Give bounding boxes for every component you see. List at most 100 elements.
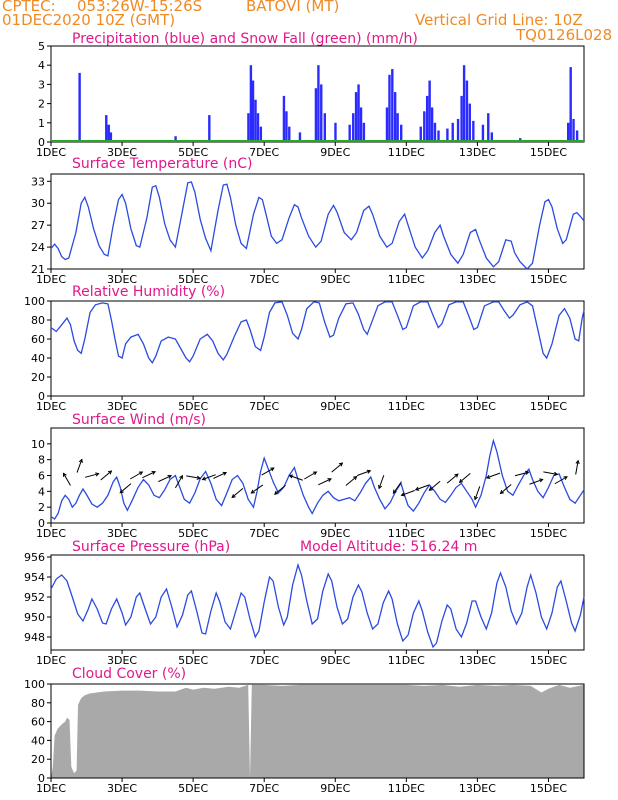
pressure-line [50,562,585,649]
wind-arrow [304,471,318,480]
precip-bar [107,124,110,142]
cloud-panel: Cloud Cover (%) 0 20 40 60 80 100 1DEC 3DEC 5DEC 7… [24,666,585,795]
precip-ytick-label: 0 [38,136,45,149]
pressure-ytick-label: 952 [24,591,45,604]
wind-xtick-label: 5DEC [178,527,208,540]
pressure-xtick-label: 5DEC [178,654,208,667]
precip-bar [247,113,250,142]
cloud-ytick-label: 0 [38,772,45,785]
precip-xtick-label: 11DEC [388,146,425,159]
temp-xtick-label: 9DEC [320,273,350,286]
precip-bar [423,111,426,142]
pressure-annotation: Model Altitude: 516.24 m [300,539,477,555]
temp-line [50,181,585,270]
wind-ytick-label: 2 [38,501,45,514]
precip-bar [285,111,288,142]
precip-bar [357,84,360,142]
precip-bar [462,65,466,142]
rh-line [50,301,585,365]
precip-bar [419,126,422,142]
precip-bar [317,65,320,142]
pressure-xtick-label: 3DEC [107,654,137,667]
cloud-ytick-label: 60 [31,716,45,729]
temp-xtick-label: 3DEC [107,273,137,286]
precip-bar [105,115,108,142]
precip-bar [400,124,403,142]
precip-bar [298,132,302,142]
cloud-title: Cloud Cover (%) [72,666,186,682]
cloud-xtick-label: 7DEC [249,782,279,795]
wind-arrow [62,472,71,486]
pressure-xtick-label: 1DEC [36,654,66,667]
wind-ytick-label: 0 [38,517,45,530]
precip-bar [393,92,397,142]
temp-xtick-label: 5DEC [178,273,208,286]
wind-title: Surface Wind (m/s) [72,412,206,428]
temp-xtick-label: 15DEC [530,273,567,286]
precip-bar [481,124,485,142]
wind-arrow [575,459,580,475]
wind-arrow [76,458,83,473]
precip-ytick-label: 5 [38,40,45,53]
cloud-area [51,684,584,778]
temp-title: Surface Temperature (nC) [72,156,253,172]
cloud-xtick-label: 5DEC [178,782,208,795]
temp-xtick-label: 13DEC [459,273,496,286]
rh-xtick-label: 5DEC [178,400,208,413]
rh-xtick-label: 13DEC [459,400,496,413]
pressure-ytick-label: 954 [24,571,45,584]
precip-bar [208,115,211,142]
wind-arrow [392,481,402,494]
wind-arrow [174,474,183,489]
wind-arrow [356,469,372,476]
cloud-xtick-label: 9DEC [320,782,350,795]
wind-arrow [446,473,459,484]
precip-ytick-label: 4 [38,59,45,72]
precip-bar [249,65,253,142]
precip-bar [320,84,323,142]
grid-line-note: Vertical Grid Line: 10Z [415,11,583,29]
rh-xtick-label: 1DEC [36,400,66,413]
cloud-ytick-label: 40 [31,734,45,747]
precip-bar [460,95,463,142]
cloud-ytick-label: 80 [31,697,45,710]
wind-arrow [158,474,172,483]
precip-title: Precipitation (blue) and Snow Fall (gree… [72,31,418,47]
wind-arrow [318,478,332,486]
wind-arrow [345,475,358,486]
precip-bar [359,107,363,142]
wind-arrow [201,474,216,481]
wind-arrow [331,462,344,473]
pressure-title: Surface Pressure (hPa) [72,539,230,555]
wind-arrow [186,475,202,480]
precip-bar [396,113,399,142]
rh-xtick-label: 11DEC [388,400,425,413]
wind-arrow [414,484,430,491]
wind-arrow [274,484,286,495]
cloud-frame-overlay [50,683,585,779]
cloud-xtick-label: 13DEC [459,782,496,795]
wind-frame [50,427,585,524]
pressure-ytick-label: 948 [24,631,45,644]
cloud-xtick-label: 3DEC [107,782,137,795]
pressure-xtick-label: 11DEC [388,654,425,667]
precip-bar [446,128,449,142]
wind-arrow [119,483,132,494]
cloud-xtick-label: 15DEC [530,782,567,795]
wind-arrow [400,490,415,497]
precip-bar [362,122,366,142]
wind-ytick-label: 8 [38,454,45,467]
wind-arrow [213,471,228,479]
rh-ytick-label: 60 [31,333,45,346]
precip-bar [425,95,429,142]
precip-bar [575,130,579,142]
wind-xtick-label: 1DEC [36,527,66,540]
rh-title: Relative Humidity (%) [72,284,225,300]
precip-bar [388,74,391,142]
wind-arrow [84,472,100,478]
wind-arrow [554,476,568,485]
precip-bar [348,124,351,142]
precip-xtick-label: 9DEC [320,146,350,159]
precip-bar [465,80,469,142]
